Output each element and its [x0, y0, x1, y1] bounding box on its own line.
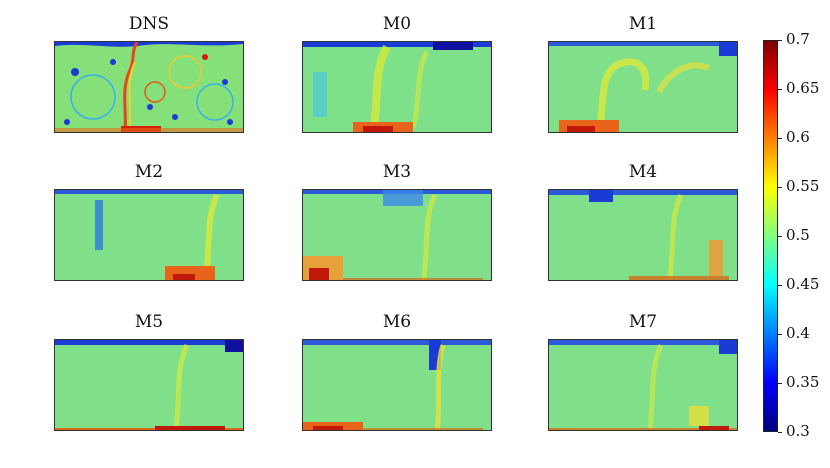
heatmap-panel-m5: [54, 339, 244, 431]
colorbar-tick: [778, 187, 782, 188]
colorbar-tick-label: 0.55: [786, 177, 820, 195]
colorbar-tick: [778, 334, 782, 335]
heatmap-panel-m7: [548, 339, 738, 431]
panel-title-m3: M3: [382, 162, 412, 182]
panel-title-m7: M7: [628, 312, 658, 332]
panel-title-m6: M6: [382, 312, 412, 332]
colorbar-tick: [778, 285, 782, 286]
colorbar-tick: [778, 432, 782, 433]
colorbar-tick: [778, 138, 782, 139]
colorbar-tick-label: 0.4: [786, 324, 810, 342]
heatmap-panel-dns: [54, 41, 244, 133]
colorbar-tick-label: 0.45: [786, 275, 820, 293]
heatmap-panel-m4: [548, 189, 738, 281]
heatmap-svg: [303, 42, 491, 132]
colorbar-tick-label: 0.3: [786, 422, 810, 440]
colorbar: [763, 40, 778, 432]
colorbar-tick: [778, 89, 782, 90]
heatmap-svg: [55, 42, 243, 132]
heatmap-svg: [549, 42, 737, 132]
heatmap-svg: [55, 340, 243, 430]
colorbar-tick-label: 0.5: [786, 226, 810, 244]
colorbar-tick: [778, 236, 782, 237]
colorbar-tick-label: 0.65: [786, 79, 820, 97]
heatmap-svg: [55, 190, 243, 280]
panel-title-m4: M4: [628, 162, 658, 182]
heatmap-svg: [549, 340, 737, 430]
heatmap-svg: [303, 190, 491, 280]
panel-title-m2: M2: [134, 162, 164, 182]
panel-title-m0: M0: [382, 14, 412, 34]
panel-title-m5: M5: [134, 312, 164, 332]
colorbar-tick: [778, 383, 782, 384]
panel-title-m1: M1: [628, 14, 658, 34]
heatmap-panel-m6: [302, 339, 492, 431]
colorbar-tick: [778, 40, 782, 41]
heatmap-panel-m0: [302, 41, 492, 133]
heatmap-panel-m1: [548, 41, 738, 133]
colorbar-tick-label: 0.7: [786, 30, 810, 48]
colorbar-tick-label: 0.6: [786, 128, 810, 146]
heatmap-svg: [549, 190, 737, 280]
colorbar-tick-label: 0.35: [786, 373, 820, 391]
heatmap-panel-m3: [302, 189, 492, 281]
heatmap-svg: [303, 340, 491, 430]
panel-title-dns: DNS: [128, 14, 170, 34]
heatmap-panel-m2: [54, 189, 244, 281]
